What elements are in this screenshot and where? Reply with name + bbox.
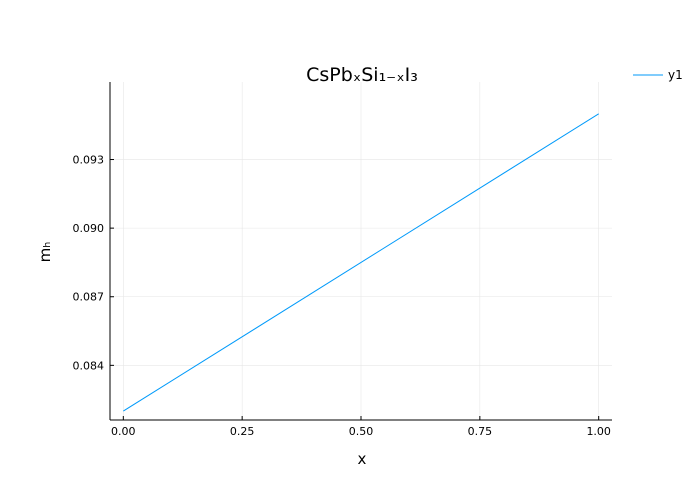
series-layer [123,113,599,412]
x-tick-label-0: 0.00 [111,425,136,438]
x-tick-label-3: 0.75 [468,425,493,438]
x-tick-label-2: 0.50 [349,425,374,438]
legend-label-y1: y1 [668,68,683,82]
x-axis-title: x [358,450,367,468]
legend: y1 [633,68,683,82]
y-tick-label-2: 0.090 [73,222,105,235]
x-tick-label-4: 1.00 [586,425,611,438]
y-axis-title: mₕ [36,242,54,263]
grid-lines [110,82,612,420]
y-tick-label-3: 0.093 [73,154,105,167]
tick-marks: 0.00 0.25 0.50 0.75 1.00 0.084 0.087 0.090 0.093 [73,154,611,438]
y-tick-label-0: 0.084 [73,359,105,372]
y-tick-label-1: 0.087 [73,291,105,304]
x-tick-label-1: 0.25 [230,425,255,438]
series-line-y1 [123,113,599,412]
chart-title: CsPbₓSi₁₋ₓI₃ [306,64,418,86]
